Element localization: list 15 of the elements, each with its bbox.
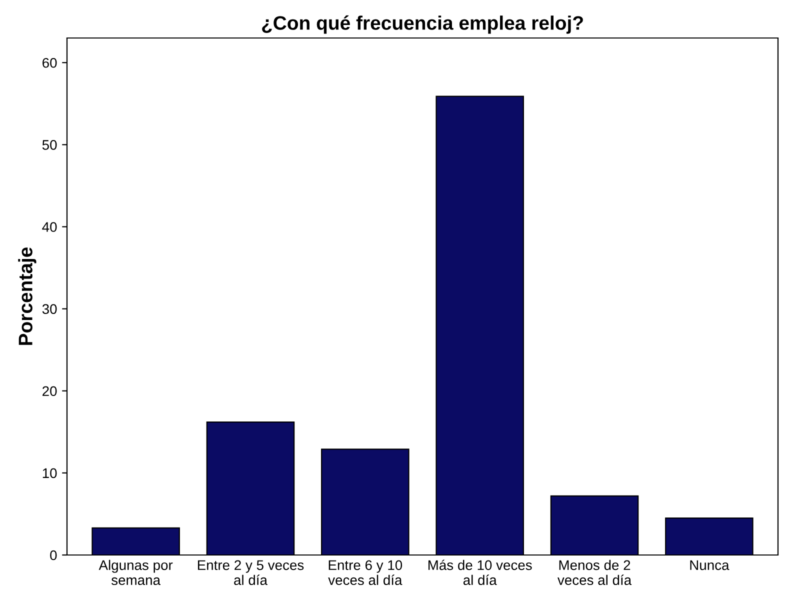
- x-tick-label: Más de 10 veces al día: [428, 560, 532, 586]
- x-tick-label: Entre 2 y 5 veces al día: [198, 560, 304, 586]
- x-tick-label: Algunas por semana: [98, 560, 173, 586]
- y-tick-label: 10: [42, 468, 57, 478]
- y-axis-title: Porcentaje: [18, 247, 36, 345]
- x-tick-label: Entre 6 y 10 veces al día: [328, 560, 402, 586]
- y-tick-label: 60: [42, 58, 57, 68]
- y-tick-label: 0: [50, 550, 57, 560]
- chart-title: ¿Con qué frecuencia emplea reloj?: [262, 15, 583, 34]
- y-tick-label: 30: [42, 304, 57, 314]
- y-tick-label: 20: [42, 386, 57, 396]
- y-tick-label: 40: [42, 222, 57, 232]
- y-tick-label: 50: [42, 140, 57, 150]
- x-tick-label: Menos de 2 veces al día: [558, 560, 632, 586]
- x-tick-label: Nunca: [690, 560, 730, 570]
